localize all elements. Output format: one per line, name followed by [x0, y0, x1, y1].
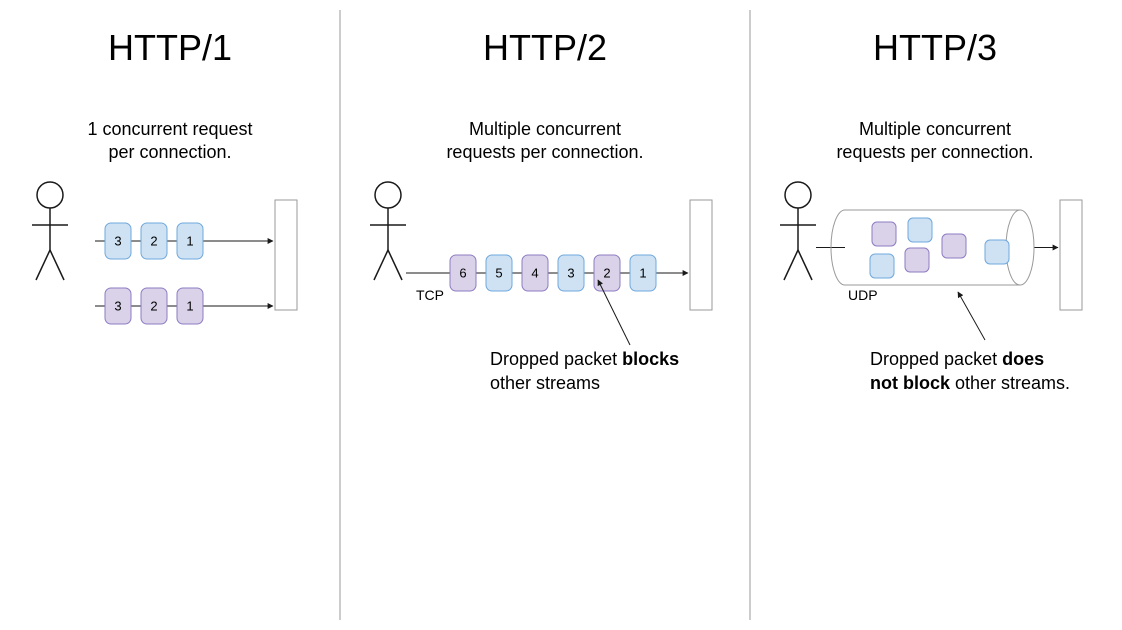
server-box [690, 200, 712, 310]
panel-subtitle: 1 concurrent request [87, 119, 252, 139]
packet-label: 3 [567, 265, 574, 280]
caption: Dropped packet does [870, 349, 1044, 369]
packet-label: 3 [114, 298, 121, 313]
panel-title: HTTP/3 [873, 27, 997, 68]
panel-subtitle: requests per connection. [446, 142, 643, 162]
packet [905, 248, 929, 272]
packet-label: 6 [459, 265, 466, 280]
packet-label: 2 [150, 233, 157, 248]
stick-figure-icon [780, 182, 816, 280]
annotation-arrow [958, 292, 985, 340]
packet-label: 4 [531, 265, 538, 280]
packet-label: 2 [150, 298, 157, 313]
panel-title: HTTP/1 [108, 27, 232, 68]
panel-subtitle: requests per connection. [836, 142, 1033, 162]
packet [872, 222, 896, 246]
stick-figure-icon [32, 182, 68, 280]
caption: Dropped packet blocks [490, 349, 679, 369]
packet [942, 234, 966, 258]
packet [985, 240, 1009, 264]
packet-label: 1 [639, 265, 646, 280]
panel-subtitle: Multiple concurrent [469, 119, 621, 139]
caption: not block other streams. [870, 373, 1070, 393]
server-box [1060, 200, 1082, 310]
packet-label: 1 [186, 298, 193, 313]
packet [870, 254, 894, 278]
panel-subtitle: per connection. [108, 142, 231, 162]
panel-subtitle: Multiple concurrent [859, 119, 1011, 139]
caption: other streams [490, 373, 600, 393]
packet-label: 5 [495, 265, 502, 280]
packet-label: 3 [114, 233, 121, 248]
protocol-label: TCP [416, 287, 444, 303]
panel-title: HTTP/2 [483, 27, 607, 68]
server-box [275, 200, 297, 310]
packet [908, 218, 932, 242]
protocol-label: UDP [848, 287, 878, 303]
packet-label: 2 [603, 265, 610, 280]
packet-label: 1 [186, 233, 193, 248]
stick-figure-icon [370, 182, 406, 280]
